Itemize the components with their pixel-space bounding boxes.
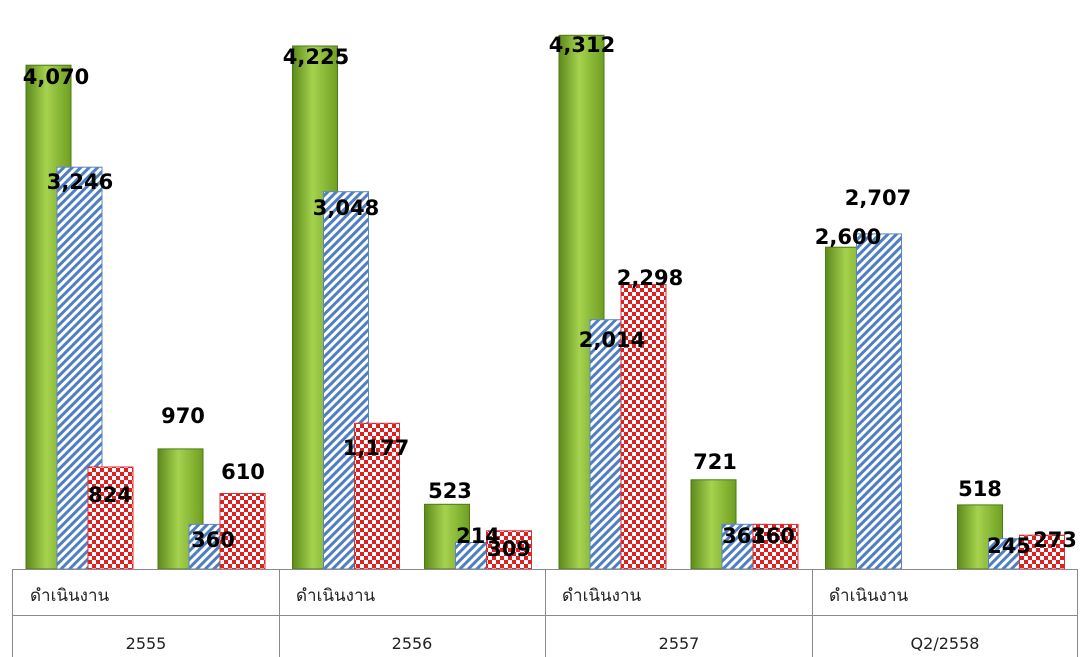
data-label: 360 <box>191 528 235 552</box>
data-label: 4,070 <box>23 65 89 89</box>
bar-red <box>87 466 134 570</box>
data-label: 2,707 <box>845 186 911 210</box>
data-label: 523 <box>428 479 472 503</box>
data-label: 970 <box>161 404 205 428</box>
data-label: 2,298 <box>617 266 683 290</box>
category-axis <box>12 569 1078 657</box>
category-label: ดำเนินงาน <box>296 586 375 606</box>
data-label: 721 <box>693 450 737 474</box>
data-label: 309 <box>487 537 531 561</box>
data-label: 824 <box>88 483 132 507</box>
data-label: 4,225 <box>283 45 349 69</box>
bar-red <box>1019 534 1065 570</box>
year-label: Q2/2558 <box>911 634 980 653</box>
bars-layer <box>25 34 1065 570</box>
year-label: 2555 <box>126 634 167 653</box>
data-label: 2,014 <box>579 328 645 352</box>
data-label: 245 <box>987 534 1031 558</box>
data-label: 3,048 <box>313 196 379 220</box>
data-label: 214 <box>456 524 500 548</box>
data-labels: 4,070 3,246 824 970 360 610 4,225 3,048 … <box>23 33 1077 561</box>
bar-blue <box>856 233 902 570</box>
year-label: 2557 <box>659 634 700 653</box>
data-label: 610 <box>221 460 265 484</box>
data-label: 518 <box>958 477 1002 501</box>
bar-red <box>752 523 799 570</box>
category-label: ดำเนินงาน <box>562 586 641 606</box>
category-label: ดำเนินงาน <box>829 586 908 606</box>
data-label: 361 <box>722 524 766 548</box>
data-label: 360 <box>751 524 795 548</box>
year-label: 2556 <box>392 634 433 653</box>
bar-red <box>219 493 266 570</box>
category-label: ดำเนินงาน <box>30 586 109 606</box>
bar-red <box>486 530 532 570</box>
data-label: 2,600 <box>815 225 881 249</box>
data-label: 3,246 <box>47 170 113 194</box>
data-label: 273 <box>1033 528 1077 552</box>
data-label: 1,177 <box>343 436 409 460</box>
bar-red <box>620 284 667 570</box>
data-label: 4,312 <box>549 33 615 57</box>
